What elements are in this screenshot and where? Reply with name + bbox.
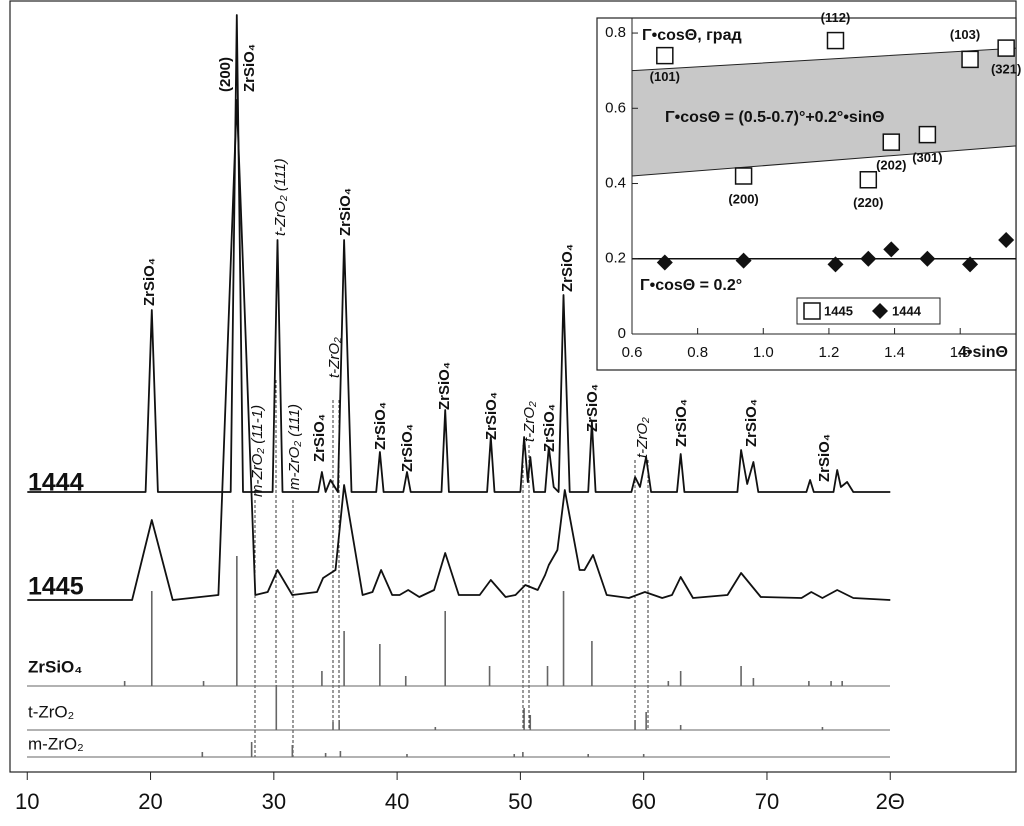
peak-label: ZrSiO₄ bbox=[816, 434, 833, 482]
point-label: (301) bbox=[912, 150, 942, 165]
point-label: (200) bbox=[728, 191, 758, 206]
fit-line-label: Γ•cosΘ = 0.2° bbox=[640, 277, 742, 294]
point bbox=[860, 250, 877, 267]
peak-label: ZrSiO₄ bbox=[436, 362, 453, 410]
peak-label: ZrSiO₄ bbox=[673, 399, 690, 447]
point bbox=[827, 256, 844, 273]
y-tick-label: 0.6 bbox=[605, 99, 626, 116]
x-tick-label: 10 bbox=[15, 789, 39, 814]
x-tick-label: 50 bbox=[508, 789, 532, 814]
x-tick-label: 20 bbox=[138, 789, 162, 814]
x-tick-label: 30 bbox=[262, 789, 286, 814]
peak-label: t-ZrO₂ bbox=[634, 417, 651, 458]
point-label: (112) bbox=[821, 10, 851, 25]
peak-label: m-ZrO₂ (111) bbox=[286, 404, 303, 490]
point bbox=[998, 231, 1015, 248]
peak-label: t-ZrO₂ (111) bbox=[272, 158, 289, 236]
x-tick-label: 1.2 bbox=[818, 344, 839, 361]
peak-label: t-ZrO₂ bbox=[326, 337, 343, 378]
x-tick-label: 60 bbox=[631, 789, 655, 814]
pattern-line bbox=[27, 99, 891, 601]
point bbox=[826, 31, 845, 50]
peak-label: ZrSiO₄ bbox=[241, 44, 258, 92]
y-tick-label: 0.8 bbox=[605, 24, 626, 41]
peak-label: ZrSiO₄ bbox=[337, 188, 354, 236]
peak-label: ZrSiO₄ bbox=[483, 392, 500, 440]
point-label: (220) bbox=[853, 195, 883, 210]
peak-label: (200) bbox=[217, 57, 234, 92]
legend-marker bbox=[872, 303, 888, 319]
x-tick-label: 0.8 bbox=[687, 344, 708, 361]
x-tick-label: 2Θ bbox=[876, 789, 905, 814]
band-label: Γ•cosΘ = (0.5-0.7)°+0.2°•sinΘ bbox=[665, 109, 884, 126]
point bbox=[919, 250, 936, 267]
peak-label: ZrSiO₄ bbox=[141, 258, 158, 306]
point-label: (103) bbox=[950, 27, 980, 42]
inset-title: Γ•cosΘ, град bbox=[642, 27, 742, 44]
series-label: ZrSiO₄ bbox=[28, 657, 82, 676]
legend-label: 1445 bbox=[824, 303, 853, 318]
point-label: (321) bbox=[991, 62, 1021, 77]
x-tick-label: 1.0 bbox=[753, 344, 774, 361]
point bbox=[918, 125, 937, 144]
x-tick-label: 0.6 bbox=[622, 344, 643, 361]
peak-label: ZrSiO₄ bbox=[372, 402, 389, 450]
y-tick-label: 0.4 bbox=[605, 174, 626, 191]
legend-marker bbox=[803, 302, 821, 320]
point bbox=[734, 167, 753, 185]
point bbox=[962, 256, 979, 273]
x-tick-label: 1.4 bbox=[884, 344, 905, 361]
x-tick-label: 1.6 bbox=[950, 344, 971, 361]
x-axis-label: 4•sinΘ bbox=[958, 344, 1008, 361]
peak-label: ZrSiO₄ bbox=[743, 399, 760, 447]
point bbox=[656, 46, 674, 65]
point-label: (101) bbox=[650, 69, 680, 84]
peak-label: t-ZrO₂ bbox=[521, 401, 538, 442]
plot-frame bbox=[9, 0, 1017, 773]
peak-label: ZrSiO₄ bbox=[559, 244, 576, 292]
point bbox=[656, 254, 673, 271]
peak-label: ZrSiO₄ bbox=[311, 414, 328, 462]
series-label: t-ZrO₂ bbox=[28, 702, 74, 721]
legend-box bbox=[796, 297, 941, 325]
peak-label: ZrSiO₄ bbox=[541, 404, 558, 452]
peak-label: ZrSiO₄ bbox=[584, 384, 601, 432]
point bbox=[859, 171, 878, 189]
point bbox=[997, 39, 1015, 57]
legend-label: 1444 bbox=[892, 303, 922, 318]
point bbox=[882, 133, 901, 151]
point bbox=[961, 50, 979, 69]
point bbox=[735, 252, 752, 269]
series-label: m-ZrO₂ bbox=[28, 734, 84, 753]
x-tick-label: 70 bbox=[755, 789, 779, 814]
peak-label: ZrSiO₄ bbox=[399, 424, 416, 472]
point-label: (202) bbox=[876, 158, 906, 173]
x-tick-label: 40 bbox=[385, 789, 409, 814]
y-tick-label: 0 bbox=[618, 325, 626, 342]
peak-label: m-ZrO₂ (11-1) bbox=[249, 405, 266, 497]
pattern-line bbox=[27, 14, 891, 493]
series-label: 1445 bbox=[28, 573, 84, 601]
point bbox=[883, 241, 900, 258]
y-tick-label: 0.2 bbox=[605, 250, 626, 267]
